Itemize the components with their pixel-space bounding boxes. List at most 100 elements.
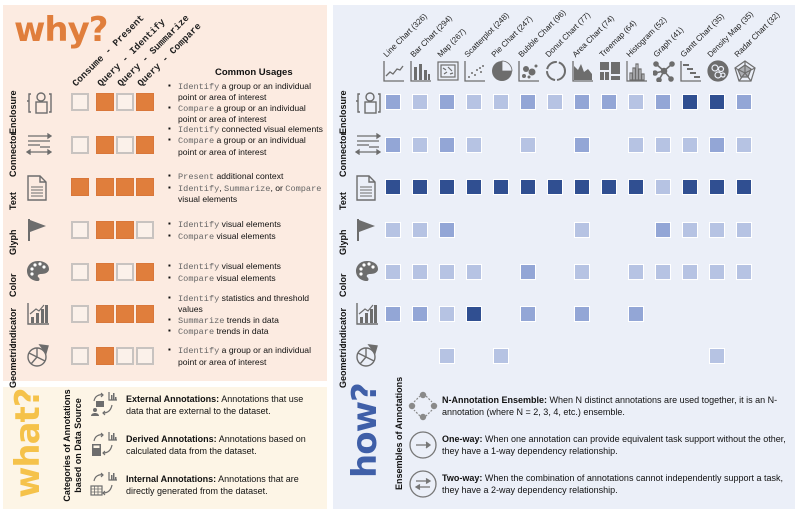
usage-list: Identify visual elementsCompare visual e… — [168, 261, 326, 284]
flag-icon — [355, 218, 377, 247]
task-cell-not-applies — [71, 347, 89, 365]
what-item-term: Derived Annotations: — [126, 434, 217, 444]
row-label-geometric: Geometric — [8, 343, 18, 389]
matrix-cell-low — [655, 137, 671, 153]
bar-chart-icon — [410, 60, 432, 87]
matrix-cell-low — [655, 179, 671, 195]
map-icon — [437, 60, 459, 87]
usage-text: a group or an individual point or area o… — [178, 80, 311, 103]
task-cell-applies — [116, 221, 134, 239]
row-label-enclosure: Enclosure — [8, 90, 18, 135]
radar-chart-icon — [734, 60, 756, 87]
matrix-cell-medium — [439, 94, 455, 110]
what-item-text: External Annotations: Annotations that u… — [126, 393, 322, 417]
n-ensemble-icon — [408, 391, 438, 426]
one-way-arrow-icon — [408, 430, 438, 465]
matrix-cell-high — [412, 179, 428, 195]
matrix-row-label-indicator: Indicator — [338, 308, 348, 347]
matrix-cell-low — [574, 264, 590, 280]
two-way-arrow-icon — [408, 469, 438, 504]
task-cell-applies — [96, 136, 114, 154]
task-cell-applies — [136, 93, 154, 111]
usage-item: Present additional context — [168, 171, 326, 183]
usage-list: Identify a group or an individual point … — [168, 345, 326, 367]
task-verb: Compare — [178, 273, 215, 284]
usage-text: trends in data — [224, 314, 279, 325]
matrix-cell-medium — [385, 94, 401, 110]
matrix-cell-low — [547, 94, 563, 110]
matrix-cell-low — [682, 264, 698, 280]
usage-text: additional context — [214, 171, 284, 182]
matrix-cell-medium — [412, 306, 428, 322]
what-item-text: Internal Annotations: Annotations that a… — [126, 473, 322, 497]
what-item-desc: Annotations based on calculated data fro… — [126, 434, 306, 456]
what-side-label: Categories of Annotations based on Data … — [62, 389, 83, 502]
task-verb: Summarize — [178, 315, 225, 326]
usage-item: Identify visual elements — [168, 219, 326, 231]
task-verb: Identify — [178, 346, 220, 357]
usage-text: visual elements — [219, 261, 281, 272]
matrix-cell-high — [682, 179, 698, 195]
task-verb: Summarize — [224, 183, 271, 194]
usage-item: Identify a group or an individual point … — [168, 345, 326, 367]
task-verb: Present — [178, 172, 215, 183]
matrix-cell-medium — [709, 137, 725, 153]
usage-list: Identify visual elementsCompare visual e… — [168, 219, 326, 242]
task-cell-not-applies — [116, 136, 134, 154]
matrix-row-label-glyph: Glyph — [338, 229, 348, 255]
matrix-cell-medium — [520, 264, 536, 280]
task-cell-applies — [116, 178, 134, 196]
matrix-cell-low — [736, 222, 752, 238]
task-cell-applies — [96, 263, 114, 281]
usage-item: Compare a group or an individual point o… — [168, 103, 326, 125]
how-side-label: Ensembles of Annotations — [394, 376, 404, 490]
matrix-cell-low — [628, 94, 644, 110]
task-cell-not-applies — [71, 93, 89, 111]
matrix-cell-medium — [520, 306, 536, 322]
matrix-cell-high — [547, 179, 563, 195]
matrix-cell-medium — [439, 222, 455, 238]
task-cell-not-applies — [136, 221, 154, 239]
indicator-chart-icon — [355, 302, 379, 331]
matrix-cell-low — [493, 348, 509, 364]
matrix-cell-low — [439, 264, 455, 280]
usage-text: visual elements — [219, 219, 281, 230]
matrix-cell-low — [628, 137, 644, 153]
how-item-text: Two-way: When the combination of annotat… — [442, 472, 787, 496]
task-verb: Identify — [178, 293, 220, 304]
matrix-cell-low — [736, 264, 752, 280]
row-label-color: Color — [8, 273, 18, 298]
connector-icon — [354, 132, 382, 160]
matrix-cell-medium — [655, 94, 671, 110]
matrix-cell-low — [655, 264, 671, 280]
palette-icon — [355, 260, 379, 287]
task-cell-not-applies — [71, 136, 89, 154]
table-data-icon — [90, 471, 118, 502]
row-label-connector: Connector — [8, 132, 18, 178]
how-item-term: One-way: — [442, 434, 483, 444]
matrix-cell-low — [628, 264, 644, 280]
usage-item: Compare a group or an individual point o… — [168, 135, 326, 157]
task-cell-applies — [71, 178, 89, 196]
flag-icon — [26, 218, 48, 247]
task-verb: Compare — [178, 231, 215, 242]
task-cell-applies — [136, 305, 154, 323]
matrix-cell-medium — [385, 137, 401, 153]
text-document-icon — [355, 175, 377, 206]
matrix-row-label-enclosure: Enclosure — [338, 90, 348, 135]
matrix-cell-medium — [385, 306, 401, 322]
what-item-term: External Annotations: — [126, 394, 220, 404]
scatterplot-icon — [464, 60, 486, 87]
how-item-desc: When one annotation can provide equivale… — [442, 434, 786, 456]
task-cell-not-applies — [71, 221, 89, 239]
bubble-chart-icon — [518, 60, 540, 87]
task-verb: Identify — [178, 124, 220, 135]
what-item-text: Derived Annotations: Annotations based o… — [126, 433, 322, 457]
chart-type-panel — [333, 5, 795, 509]
what-item-desc: Annotations that are directly generated … — [126, 474, 299, 496]
task-cell-not-applies — [71, 305, 89, 323]
what-panel — [3, 387, 327, 509]
matrix-cell-low — [412, 222, 428, 238]
how-item-term: N-Annotation Ensemble: — [442, 395, 547, 405]
usage-item: Summarize trends in data — [168, 315, 326, 327]
